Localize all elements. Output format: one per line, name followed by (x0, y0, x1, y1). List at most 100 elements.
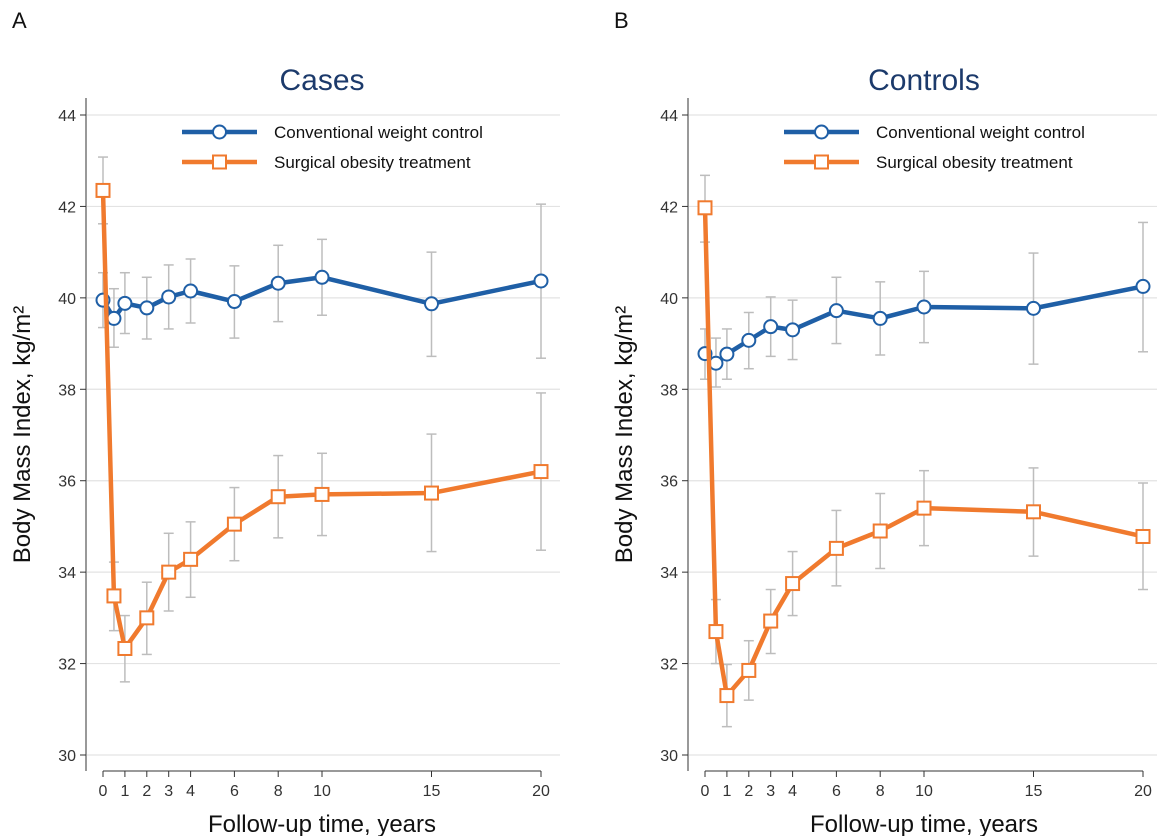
x-tick-label: 0 (701, 783, 710, 800)
data-point-surgical (1135, 528, 1151, 544)
x-tick-label: 6 (230, 783, 239, 800)
y-tick-label: 32 (58, 657, 76, 674)
legend-marker-square (814, 154, 829, 170)
data-point-surgical (95, 182, 111, 198)
x-axis-label: Follow-up time, years (810, 811, 1038, 836)
data-point-surgical (424, 485, 439, 501)
x-tick-label: 2 (744, 783, 753, 800)
y-tick-label: 42 (660, 199, 678, 216)
data-point-surgical (719, 688, 735, 704)
x-tick-label: 8 (876, 783, 885, 800)
data-point-conventional (270, 275, 286, 291)
data-point-surgical (139, 610, 155, 626)
data-point-surgical (763, 613, 779, 629)
data-point-surgical (697, 200, 713, 216)
y-tick-label: 32 (660, 657, 678, 674)
legend-item: Surgical obesity treatment (784, 153, 1073, 172)
data-point-surgical (916, 500, 932, 516)
legend-label: Surgical obesity treatment (876, 153, 1073, 172)
x-tick-label: 20 (1134, 783, 1152, 800)
data-point-conventional (226, 294, 242, 310)
panel-b-letter: B (614, 8, 629, 33)
y-tick-label: 44 (58, 108, 76, 125)
data-point-conventional (314, 269, 330, 285)
panel-a-letter: A (12, 8, 27, 33)
x-axis-label: Follow-up time, years (208, 811, 436, 836)
data-point-surgical (828, 540, 844, 556)
x-tick-label: 4 (186, 783, 195, 800)
x-tick-label: 15 (1025, 783, 1043, 800)
data-point-surgical (1026, 504, 1041, 520)
data-point-conventional (872, 310, 888, 326)
x-tick-label: 3 (766, 783, 775, 800)
x-tick-label: 6 (832, 783, 841, 800)
data-point-conventional (139, 300, 155, 316)
legend-item: Conventional weight control (182, 123, 483, 142)
x-tick-label: 2 (142, 783, 151, 800)
x-tick-label: 4 (788, 783, 797, 800)
data-point-surgical (117, 640, 133, 656)
y-tick-label: 34 (660, 565, 678, 582)
x-tick-label: 20 (532, 783, 550, 800)
data-point-surgical (785, 576, 801, 592)
x-tick-label: 10 (313, 783, 331, 800)
data-point-surgical (533, 464, 549, 480)
y-axis-label: Body Mass Index, kg/m² (611, 306, 638, 563)
legend-label: Conventional weight control (876, 123, 1085, 142)
data-point-conventional (785, 322, 801, 338)
y-tick-label: 36 (660, 474, 678, 491)
data-point-surgical (161, 564, 177, 580)
y-tick-label: 36 (58, 474, 76, 491)
data-point-conventional (708, 355, 724, 371)
chart-title: Cases (279, 64, 364, 97)
chart-title: Controls (868, 64, 980, 97)
data-point-conventional (763, 319, 779, 335)
data-point-surgical (872, 523, 888, 539)
data-point-surgical (741, 662, 757, 678)
legend-item: Surgical obesity treatment (182, 153, 471, 172)
x-tick-label: 1 (722, 783, 731, 800)
data-point-conventional (183, 283, 199, 299)
data-point-conventional (1135, 278, 1151, 294)
x-tick-label: 8 (274, 783, 283, 800)
y-tick-label: 34 (58, 565, 76, 582)
data-point-surgical (106, 588, 122, 604)
data-point-surgical (314, 486, 330, 502)
y-tick-label: 30 (660, 748, 678, 765)
y-tick-label: 38 (660, 382, 678, 399)
data-point-conventional (741, 332, 757, 348)
x-tick-label: 3 (164, 783, 173, 800)
y-axis-label: Body Mass Index, kg/m² (9, 306, 36, 563)
y-tick-label: 44 (660, 108, 678, 125)
y-tick-label: 38 (58, 382, 76, 399)
x-tick-label: 10 (915, 783, 933, 800)
y-tick-label: 40 (660, 291, 678, 308)
data-point-conventional (533, 273, 549, 289)
data-point-conventional (916, 299, 932, 315)
data-point-conventional (828, 303, 844, 319)
data-point-conventional (719, 346, 735, 362)
legend-item: Conventional weight control (784, 123, 1085, 142)
legend-marker-circle (814, 124, 829, 140)
data-point-conventional (1026, 300, 1041, 316)
y-tick-label: 30 (58, 748, 76, 765)
data-point-surgical (183, 551, 199, 567)
legend-marker-square (212, 154, 227, 170)
data-point-conventional (161, 289, 177, 305)
legend-label: Conventional weight control (274, 123, 483, 142)
data-point-surgical (708, 624, 724, 640)
data-point-surgical (270, 489, 286, 505)
x-tick-label: 1 (120, 783, 129, 800)
legend-label: Surgical obesity treatment (274, 153, 471, 172)
x-tick-label: 0 (99, 783, 108, 800)
data-point-surgical (226, 516, 242, 532)
data-point-conventional (106, 310, 122, 326)
data-point-conventional (117, 295, 133, 311)
data-point-conventional (424, 296, 439, 312)
x-tick-label: 15 (423, 783, 441, 800)
y-tick-label: 40 (58, 291, 76, 308)
legend-marker-circle (212, 124, 227, 140)
y-tick-label: 42 (58, 199, 76, 216)
